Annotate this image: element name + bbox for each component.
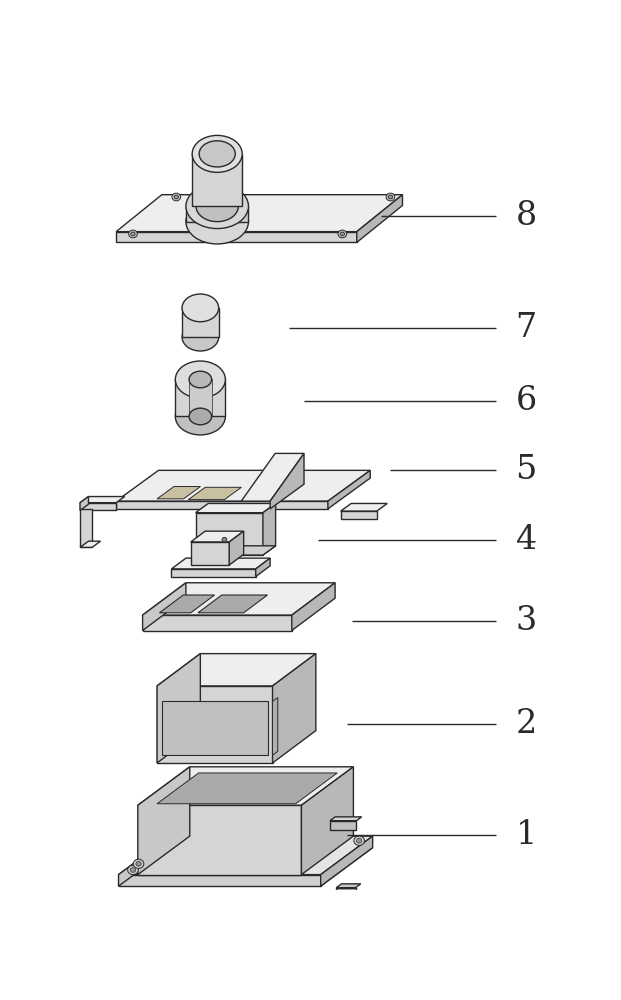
Polygon shape (80, 497, 89, 510)
Polygon shape (182, 308, 219, 337)
Polygon shape (116, 195, 402, 232)
Ellipse shape (134, 859, 144, 868)
Ellipse shape (172, 193, 181, 201)
Polygon shape (340, 511, 377, 519)
Polygon shape (256, 558, 270, 577)
Polygon shape (196, 503, 276, 513)
Polygon shape (157, 654, 316, 686)
Polygon shape (143, 615, 292, 631)
Polygon shape (263, 503, 276, 555)
Polygon shape (80, 541, 101, 547)
Polygon shape (189, 379, 212, 416)
Polygon shape (116, 501, 328, 509)
Text: 4: 4 (515, 524, 537, 556)
Ellipse shape (222, 537, 227, 542)
Polygon shape (157, 686, 273, 763)
Text: 1: 1 (515, 819, 537, 851)
Polygon shape (160, 595, 214, 613)
Ellipse shape (175, 398, 225, 435)
Polygon shape (171, 558, 270, 569)
Polygon shape (191, 542, 229, 565)
Polygon shape (143, 583, 186, 631)
Polygon shape (157, 654, 201, 763)
Ellipse shape (174, 195, 178, 199)
Polygon shape (301, 767, 353, 875)
Ellipse shape (130, 868, 135, 872)
Polygon shape (143, 583, 335, 615)
Polygon shape (119, 836, 171, 886)
Ellipse shape (189, 371, 212, 388)
Polygon shape (119, 836, 373, 875)
Polygon shape (157, 487, 201, 499)
Ellipse shape (186, 184, 248, 229)
Ellipse shape (340, 232, 345, 236)
Polygon shape (336, 888, 355, 895)
Ellipse shape (186, 199, 248, 244)
Ellipse shape (182, 323, 219, 351)
Ellipse shape (388, 195, 392, 199)
Polygon shape (320, 836, 373, 886)
Polygon shape (157, 773, 337, 804)
Polygon shape (188, 487, 242, 500)
Polygon shape (356, 195, 402, 242)
Polygon shape (330, 817, 361, 821)
Text: 6: 6 (515, 385, 537, 417)
Polygon shape (241, 453, 304, 501)
Polygon shape (270, 453, 304, 509)
Polygon shape (186, 206, 248, 222)
Polygon shape (229, 531, 243, 565)
Polygon shape (116, 470, 370, 501)
Ellipse shape (136, 862, 141, 866)
Polygon shape (138, 805, 301, 875)
Ellipse shape (199, 141, 235, 167)
Polygon shape (328, 470, 370, 509)
Polygon shape (162, 701, 268, 755)
Ellipse shape (189, 408, 212, 425)
Polygon shape (171, 569, 256, 577)
Text: 2: 2 (515, 708, 537, 740)
Ellipse shape (354, 836, 365, 845)
Text: 5: 5 (515, 454, 537, 486)
Ellipse shape (131, 232, 135, 236)
Ellipse shape (182, 294, 219, 322)
Polygon shape (273, 697, 278, 755)
Polygon shape (292, 583, 335, 631)
Polygon shape (196, 546, 276, 555)
Polygon shape (340, 503, 388, 511)
Text: 3: 3 (515, 604, 537, 637)
Polygon shape (196, 513, 263, 555)
Polygon shape (116, 232, 356, 242)
Polygon shape (336, 884, 361, 888)
Polygon shape (273, 654, 316, 763)
Ellipse shape (128, 865, 138, 875)
Polygon shape (80, 503, 116, 510)
Polygon shape (175, 379, 225, 416)
Polygon shape (330, 821, 356, 830)
Polygon shape (138, 767, 353, 805)
Ellipse shape (356, 838, 362, 843)
Polygon shape (198, 595, 268, 613)
Ellipse shape (175, 361, 225, 398)
Polygon shape (80, 497, 125, 503)
Text: 7: 7 (515, 312, 537, 344)
Ellipse shape (192, 135, 242, 172)
Ellipse shape (386, 193, 395, 201)
Polygon shape (80, 509, 92, 547)
Polygon shape (138, 767, 190, 875)
Polygon shape (192, 154, 242, 206)
Ellipse shape (338, 230, 347, 238)
Polygon shape (191, 531, 243, 542)
Ellipse shape (129, 230, 137, 238)
Polygon shape (119, 848, 373, 886)
Text: 8: 8 (515, 200, 537, 232)
Polygon shape (119, 875, 320, 886)
Ellipse shape (196, 191, 238, 222)
